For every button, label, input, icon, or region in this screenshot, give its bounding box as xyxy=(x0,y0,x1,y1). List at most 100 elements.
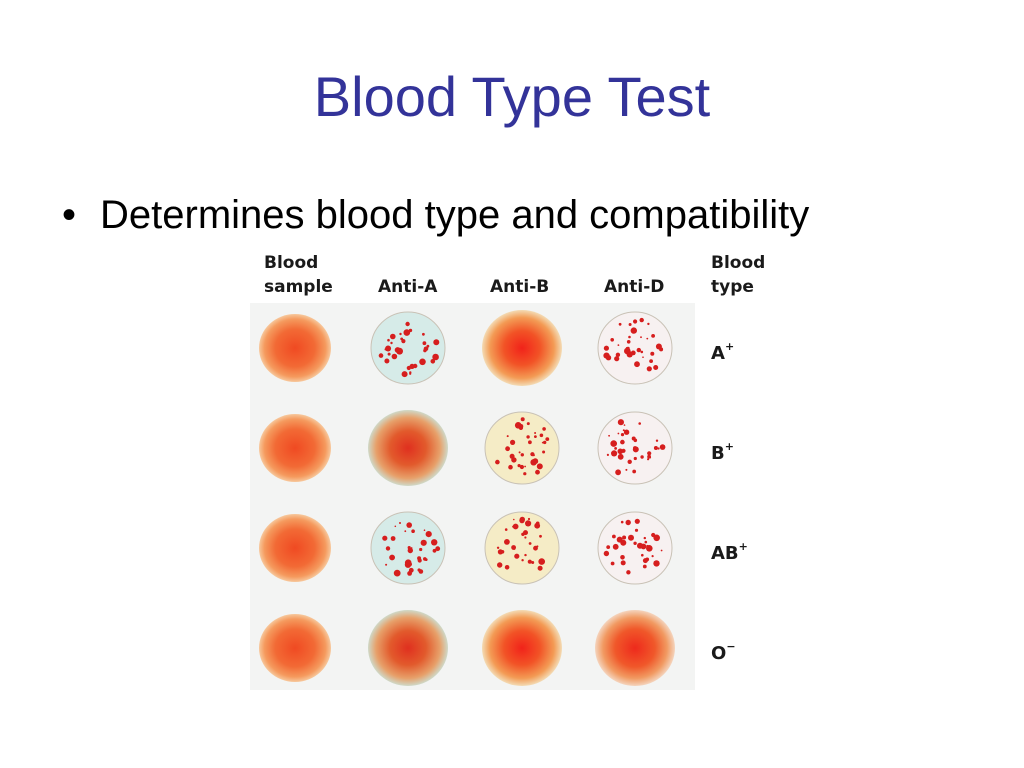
red-clump xyxy=(506,435,509,438)
red-clump xyxy=(646,366,652,372)
red-clump xyxy=(510,439,516,445)
red-clump xyxy=(497,549,503,555)
blood-sample-spot xyxy=(259,314,331,382)
red-clump xyxy=(407,546,411,550)
red-clump xyxy=(512,523,519,530)
smooth-reaction-spot xyxy=(482,610,562,686)
red-clump xyxy=(497,562,503,568)
red-clump xyxy=(623,429,630,435)
red-clump xyxy=(636,347,641,353)
red-clump xyxy=(646,544,649,548)
red-clump xyxy=(626,340,631,344)
red-clump xyxy=(542,427,546,431)
red-clump xyxy=(612,543,619,550)
red-clump xyxy=(528,440,532,445)
red-clump xyxy=(626,570,631,575)
red-clump xyxy=(384,358,390,364)
red-clump xyxy=(401,371,408,378)
red-clump xyxy=(539,534,542,538)
red-clump xyxy=(634,528,639,532)
red-clump xyxy=(425,531,432,538)
slide-title: Blood Type Test xyxy=(313,65,711,128)
red-clump xyxy=(625,519,631,526)
blood-sample-spot xyxy=(259,514,331,582)
red-clump xyxy=(628,323,632,326)
blood-type-label: B+ xyxy=(711,440,734,464)
red-clump xyxy=(617,448,624,455)
bullet-dot: • xyxy=(62,193,77,237)
red-clump xyxy=(633,319,638,324)
smooth-reaction-spot xyxy=(368,610,448,686)
red-clump xyxy=(409,372,412,375)
red-clump xyxy=(523,472,527,476)
red-clump xyxy=(419,547,423,552)
red-clump xyxy=(603,345,609,351)
header-blood-sample: Blood sample xyxy=(264,253,333,297)
red-clump xyxy=(378,353,384,358)
test-spot xyxy=(368,410,448,486)
red-clump xyxy=(423,346,429,352)
red-clump xyxy=(513,518,515,521)
red-clump xyxy=(504,539,510,545)
red-clump xyxy=(649,456,652,459)
red-clump xyxy=(640,350,644,354)
red-clump xyxy=(387,352,391,356)
red-clump xyxy=(603,550,610,557)
red-clump xyxy=(617,419,624,426)
red-clump xyxy=(628,335,631,339)
test-spot xyxy=(597,411,673,485)
test-spot xyxy=(259,414,331,482)
blood-type-label: O− xyxy=(711,640,736,664)
red-clump xyxy=(523,530,528,536)
red-clump xyxy=(647,322,650,326)
red-clump xyxy=(617,453,624,460)
red-clump xyxy=(620,555,625,560)
red-clump xyxy=(642,558,648,564)
red-clump xyxy=(527,559,532,564)
red-clump xyxy=(432,548,437,553)
red-clump xyxy=(382,535,388,541)
blood-type-label: AB+ xyxy=(711,540,748,564)
red-clump xyxy=(390,536,396,541)
red-clump xyxy=(620,520,624,524)
red-clump xyxy=(649,359,653,363)
test-spot xyxy=(259,314,331,382)
red-clump xyxy=(390,341,393,345)
red-clump xyxy=(542,561,545,564)
bullet-item: • Determines blood type and compatibility xyxy=(62,190,809,240)
red-clump xyxy=(533,545,538,551)
test-spot xyxy=(484,511,560,585)
red-clump xyxy=(615,352,621,357)
red-clump xyxy=(620,560,626,566)
test-spot xyxy=(597,511,673,585)
red-clump xyxy=(608,434,610,437)
red-clump xyxy=(508,464,513,470)
red-clump xyxy=(411,529,415,533)
red-clump xyxy=(611,450,618,457)
red-clump xyxy=(385,563,388,566)
red-clump xyxy=(622,535,627,540)
red-clump xyxy=(644,540,648,544)
red-clump xyxy=(650,351,655,356)
red-clump xyxy=(404,561,412,568)
red-clump xyxy=(543,440,547,445)
red-clump xyxy=(519,516,525,523)
red-clump xyxy=(620,433,625,437)
red-clump xyxy=(385,546,391,551)
red-clump xyxy=(534,432,537,434)
red-clump xyxy=(399,522,401,524)
red-clump xyxy=(639,317,644,323)
blood-type-label: A+ xyxy=(711,340,735,364)
red-clump xyxy=(504,528,508,531)
red-clump xyxy=(504,565,510,570)
red-clump xyxy=(653,446,658,450)
red-clump xyxy=(424,558,427,561)
red-clump xyxy=(524,553,527,557)
red-clump xyxy=(658,345,661,348)
red-clump xyxy=(640,336,642,339)
test-spot xyxy=(482,610,562,686)
red-clump xyxy=(655,439,659,442)
red-clump xyxy=(641,553,644,557)
red-clump xyxy=(628,534,634,541)
red-clump xyxy=(496,546,500,549)
